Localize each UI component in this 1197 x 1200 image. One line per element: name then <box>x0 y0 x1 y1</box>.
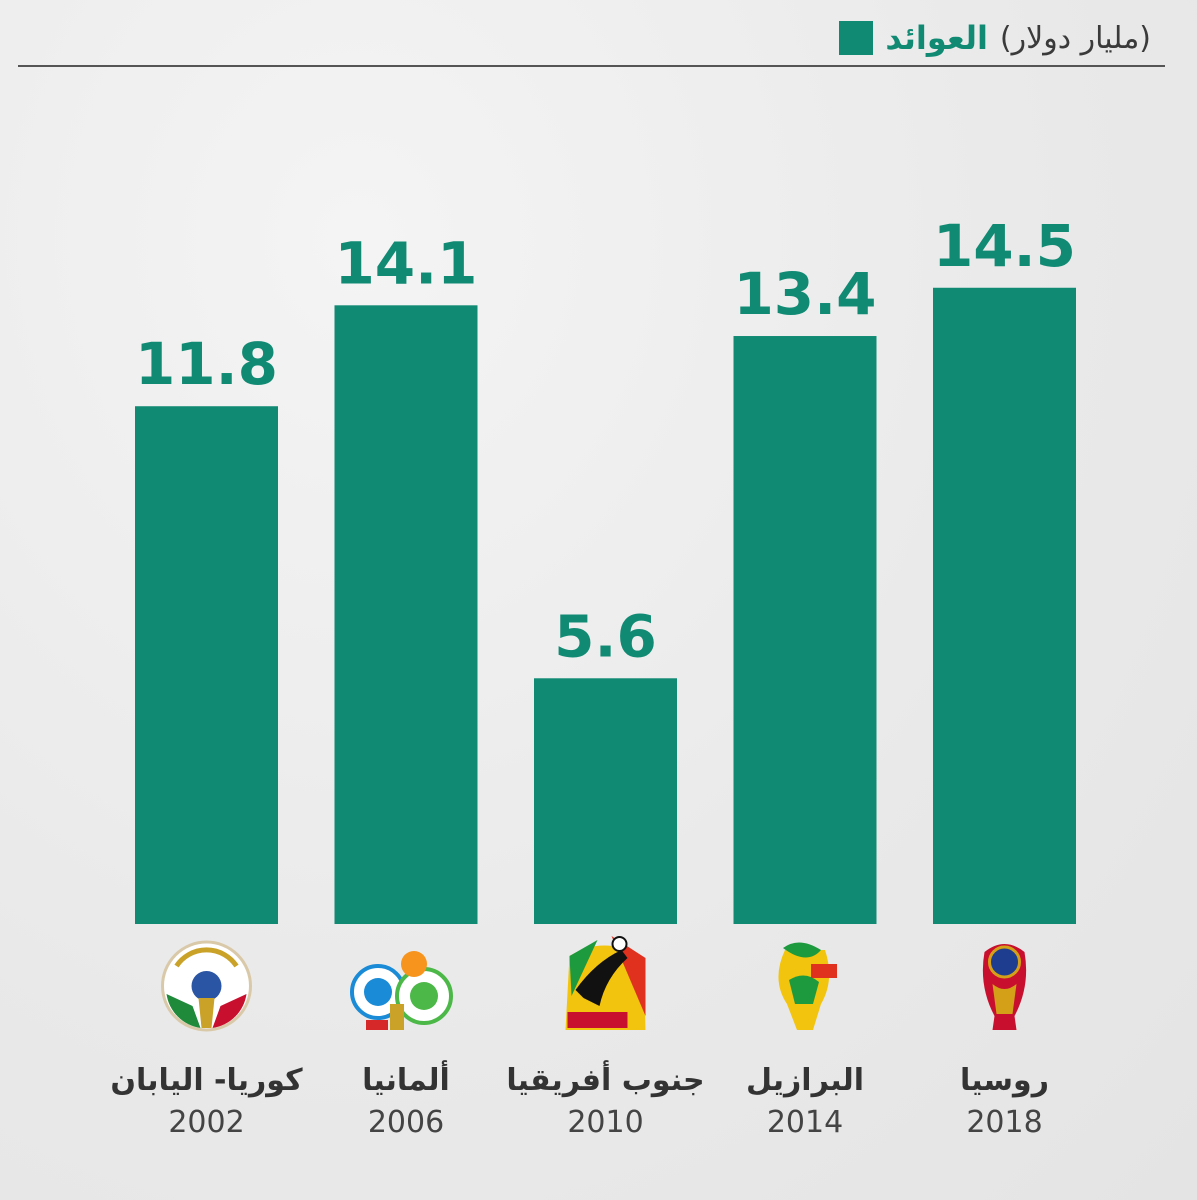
category-label-2014: البرازيل <box>746 1063 864 1098</box>
bar-2018 <box>933 287 1076 924</box>
bar-2014 <box>733 336 877 924</box>
world-cup-2018-logo-icon <box>982 944 1027 1030</box>
value-label-2014: 13.4 <box>733 260 876 328</box>
world-cup-2010-logo-icon <box>565 936 646 1030</box>
world-cup-2014-logo-icon <box>778 942 837 1030</box>
category-label-2018: روسيا <box>960 1063 1049 1098</box>
world-cup-2006-logo-icon <box>350 951 453 1030</box>
year-label-2002: 2002 <box>168 1105 244 1140</box>
legend: العوائد (مليار دولار) <box>839 16 1165 60</box>
bar-2002 <box>135 406 278 924</box>
category-label-2002: كوريا- اليابان <box>110 1063 303 1098</box>
bar-2010 <box>534 678 677 924</box>
category-label-2010: جنوب أفريقيا <box>506 1060 704 1098</box>
bar-2006 <box>334 305 478 924</box>
world-cup-2002-logo-icon <box>161 940 252 1032</box>
year-label-2014: 2014 <box>767 1105 843 1140</box>
value-label-2006: 14.1 <box>334 229 477 297</box>
year-label-2010: 2010 <box>567 1105 643 1140</box>
value-label-2002: 11.8 <box>135 330 278 398</box>
header-rule <box>18 65 1165 67</box>
year-label-2018: 2018 <box>966 1105 1042 1140</box>
legend-unit: (مليار دولار) <box>999 20 1151 56</box>
value-label-2010: 5.6 <box>554 602 657 670</box>
legend-swatch <box>839 21 874 55</box>
legend-label: العوائد <box>885 19 988 57</box>
year-label-2006: 2006 <box>368 1105 444 1140</box>
value-label-2018: 14.5 <box>933 212 1076 280</box>
category-label-2006: ألمانيا <box>362 1060 450 1098</box>
